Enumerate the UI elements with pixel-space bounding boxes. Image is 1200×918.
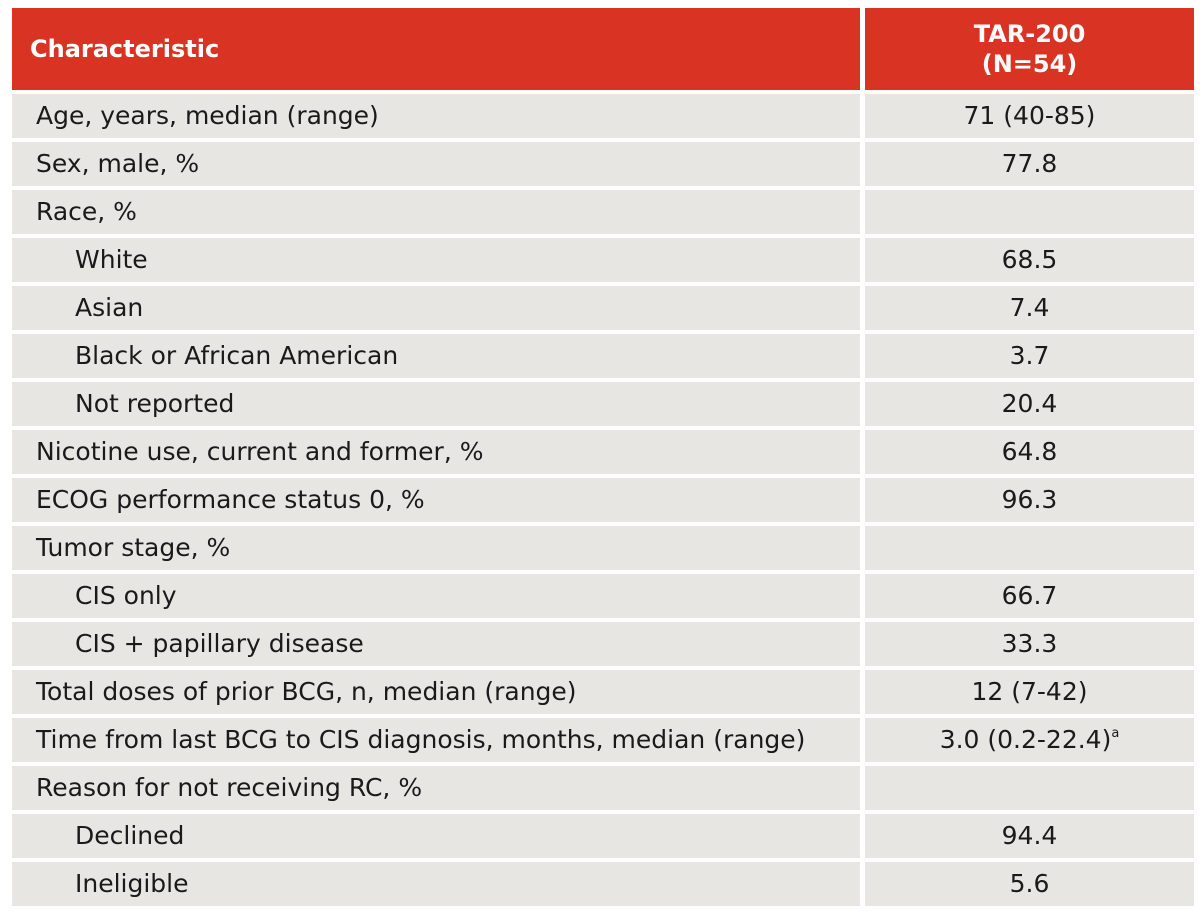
row-label: Time from last BCG to CIS diagnosis, mon… — [12, 718, 860, 762]
row-value: 94.4 — [865, 814, 1194, 858]
row-value-text: 68.5 — [1001, 245, 1058, 274]
row-value-text: 66.7 — [1001, 581, 1058, 610]
row-label: Ineligible — [12, 862, 860, 906]
table-row: Age, years, median (range) 71 (40-85) — [12, 94, 1194, 138]
row-label: Black or African American — [12, 334, 860, 378]
row-value-text: 5.6 — [1009, 869, 1050, 898]
table-row: Tumor stage, % — [12, 526, 1194, 570]
row-value: 71 (40-85) — [865, 94, 1194, 138]
row-value: 20.4 — [865, 382, 1194, 426]
row-value — [865, 190, 1194, 234]
row-value: 66.7 — [865, 574, 1194, 618]
row-label: Total doses of prior BCG, n, median (ran… — [12, 670, 860, 714]
row-value-text: 3.0 (0.2-22.4) — [939, 725, 1112, 754]
row-value — [865, 766, 1194, 810]
footnote-marker: a — [1111, 726, 1120, 741]
row-value: 12 (7-42) — [865, 670, 1194, 714]
row-label: Reason for not receiving RC, % — [12, 766, 860, 810]
row-label: Sex, male, % — [12, 142, 860, 186]
table-row: Total doses of prior BCG, n, median (ran… — [12, 670, 1194, 714]
table-row: CIS only 66.7 — [12, 574, 1194, 618]
table-header-row: Characteristic TAR-200 (N=54) — [12, 8, 1194, 90]
table-row: Black or African American 3.7 — [12, 334, 1194, 378]
table-row: Ineligible 5.6 — [12, 862, 1194, 906]
header-arm-n: (N=54) — [981, 50, 1078, 78]
row-label: White — [12, 238, 860, 282]
baseline-characteristics-table: Characteristic TAR-200 (N=54) Age, years… — [7, 4, 1199, 910]
row-value-text: 12 (7-42) — [971, 677, 1088, 706]
table-row: Asian 7.4 — [12, 286, 1194, 330]
header-characteristic: Characteristic — [12, 8, 860, 90]
row-label: CIS + papillary disease — [12, 622, 860, 666]
row-value-text: 77.8 — [1001, 149, 1058, 178]
row-value-text: 64.8 — [1001, 437, 1058, 466]
row-value-text: 20.4 — [1001, 389, 1058, 418]
row-label: CIS only — [12, 574, 860, 618]
row-label: Asian — [12, 286, 860, 330]
row-value-text: 33.3 — [1001, 629, 1058, 658]
table-row: Reason for not receiving RC, % — [12, 766, 1194, 810]
row-label: Not reported — [12, 382, 860, 426]
table-row: Nicotine use, current and former, % 64.8 — [12, 430, 1194, 474]
row-label: ECOG performance status 0, % — [12, 478, 860, 522]
baseline-characteristics-table-container: Characteristic TAR-200 (N=54) Age, years… — [12, 8, 1194, 906]
row-label: Race, % — [12, 190, 860, 234]
row-label: Nicotine use, current and former, % — [12, 430, 860, 474]
row-value: 3.0 (0.2-22.4)a — [865, 718, 1194, 762]
table-row: ECOG performance status 0, % 96.3 — [12, 478, 1194, 522]
row-value — [865, 526, 1194, 570]
row-label: Declined — [12, 814, 860, 858]
row-value: 68.5 — [865, 238, 1194, 282]
row-value: 7.4 — [865, 286, 1194, 330]
header-tar-200: TAR-200 (N=54) — [865, 8, 1194, 90]
row-value: 33.3 — [865, 622, 1194, 666]
row-value: 5.6 — [865, 862, 1194, 906]
row-value: 96.3 — [865, 478, 1194, 522]
table-row: White 68.5 — [12, 238, 1194, 282]
row-value: 3.7 — [865, 334, 1194, 378]
header-arm-name: TAR-200 — [973, 20, 1086, 48]
table-body: Age, years, median (range) 71 (40-85) Sex,… — [12, 94, 1194, 906]
row-value-text: 71 (40-85) — [963, 101, 1096, 130]
row-value-text: 7.4 — [1009, 293, 1050, 322]
row-label: Tumor stage, % — [12, 526, 860, 570]
table-row: Sex, male, % 77.8 — [12, 142, 1194, 186]
row-value-text: 94.4 — [1001, 821, 1058, 850]
table-row: Time from last BCG to CIS diagnosis, mon… — [12, 718, 1194, 762]
row-value-text: 96.3 — [1001, 485, 1058, 514]
table-row: CIS + papillary disease 33.3 — [12, 622, 1194, 666]
table-row: Race, % — [12, 190, 1194, 234]
row-label: Age, years, median (range) — [12, 94, 860, 138]
row-value: 77.8 — [865, 142, 1194, 186]
row-value-text: 3.7 — [1009, 341, 1050, 370]
row-value: 64.8 — [865, 430, 1194, 474]
table-row: Not reported 20.4 — [12, 382, 1194, 426]
table-row: Declined 94.4 — [12, 814, 1194, 858]
